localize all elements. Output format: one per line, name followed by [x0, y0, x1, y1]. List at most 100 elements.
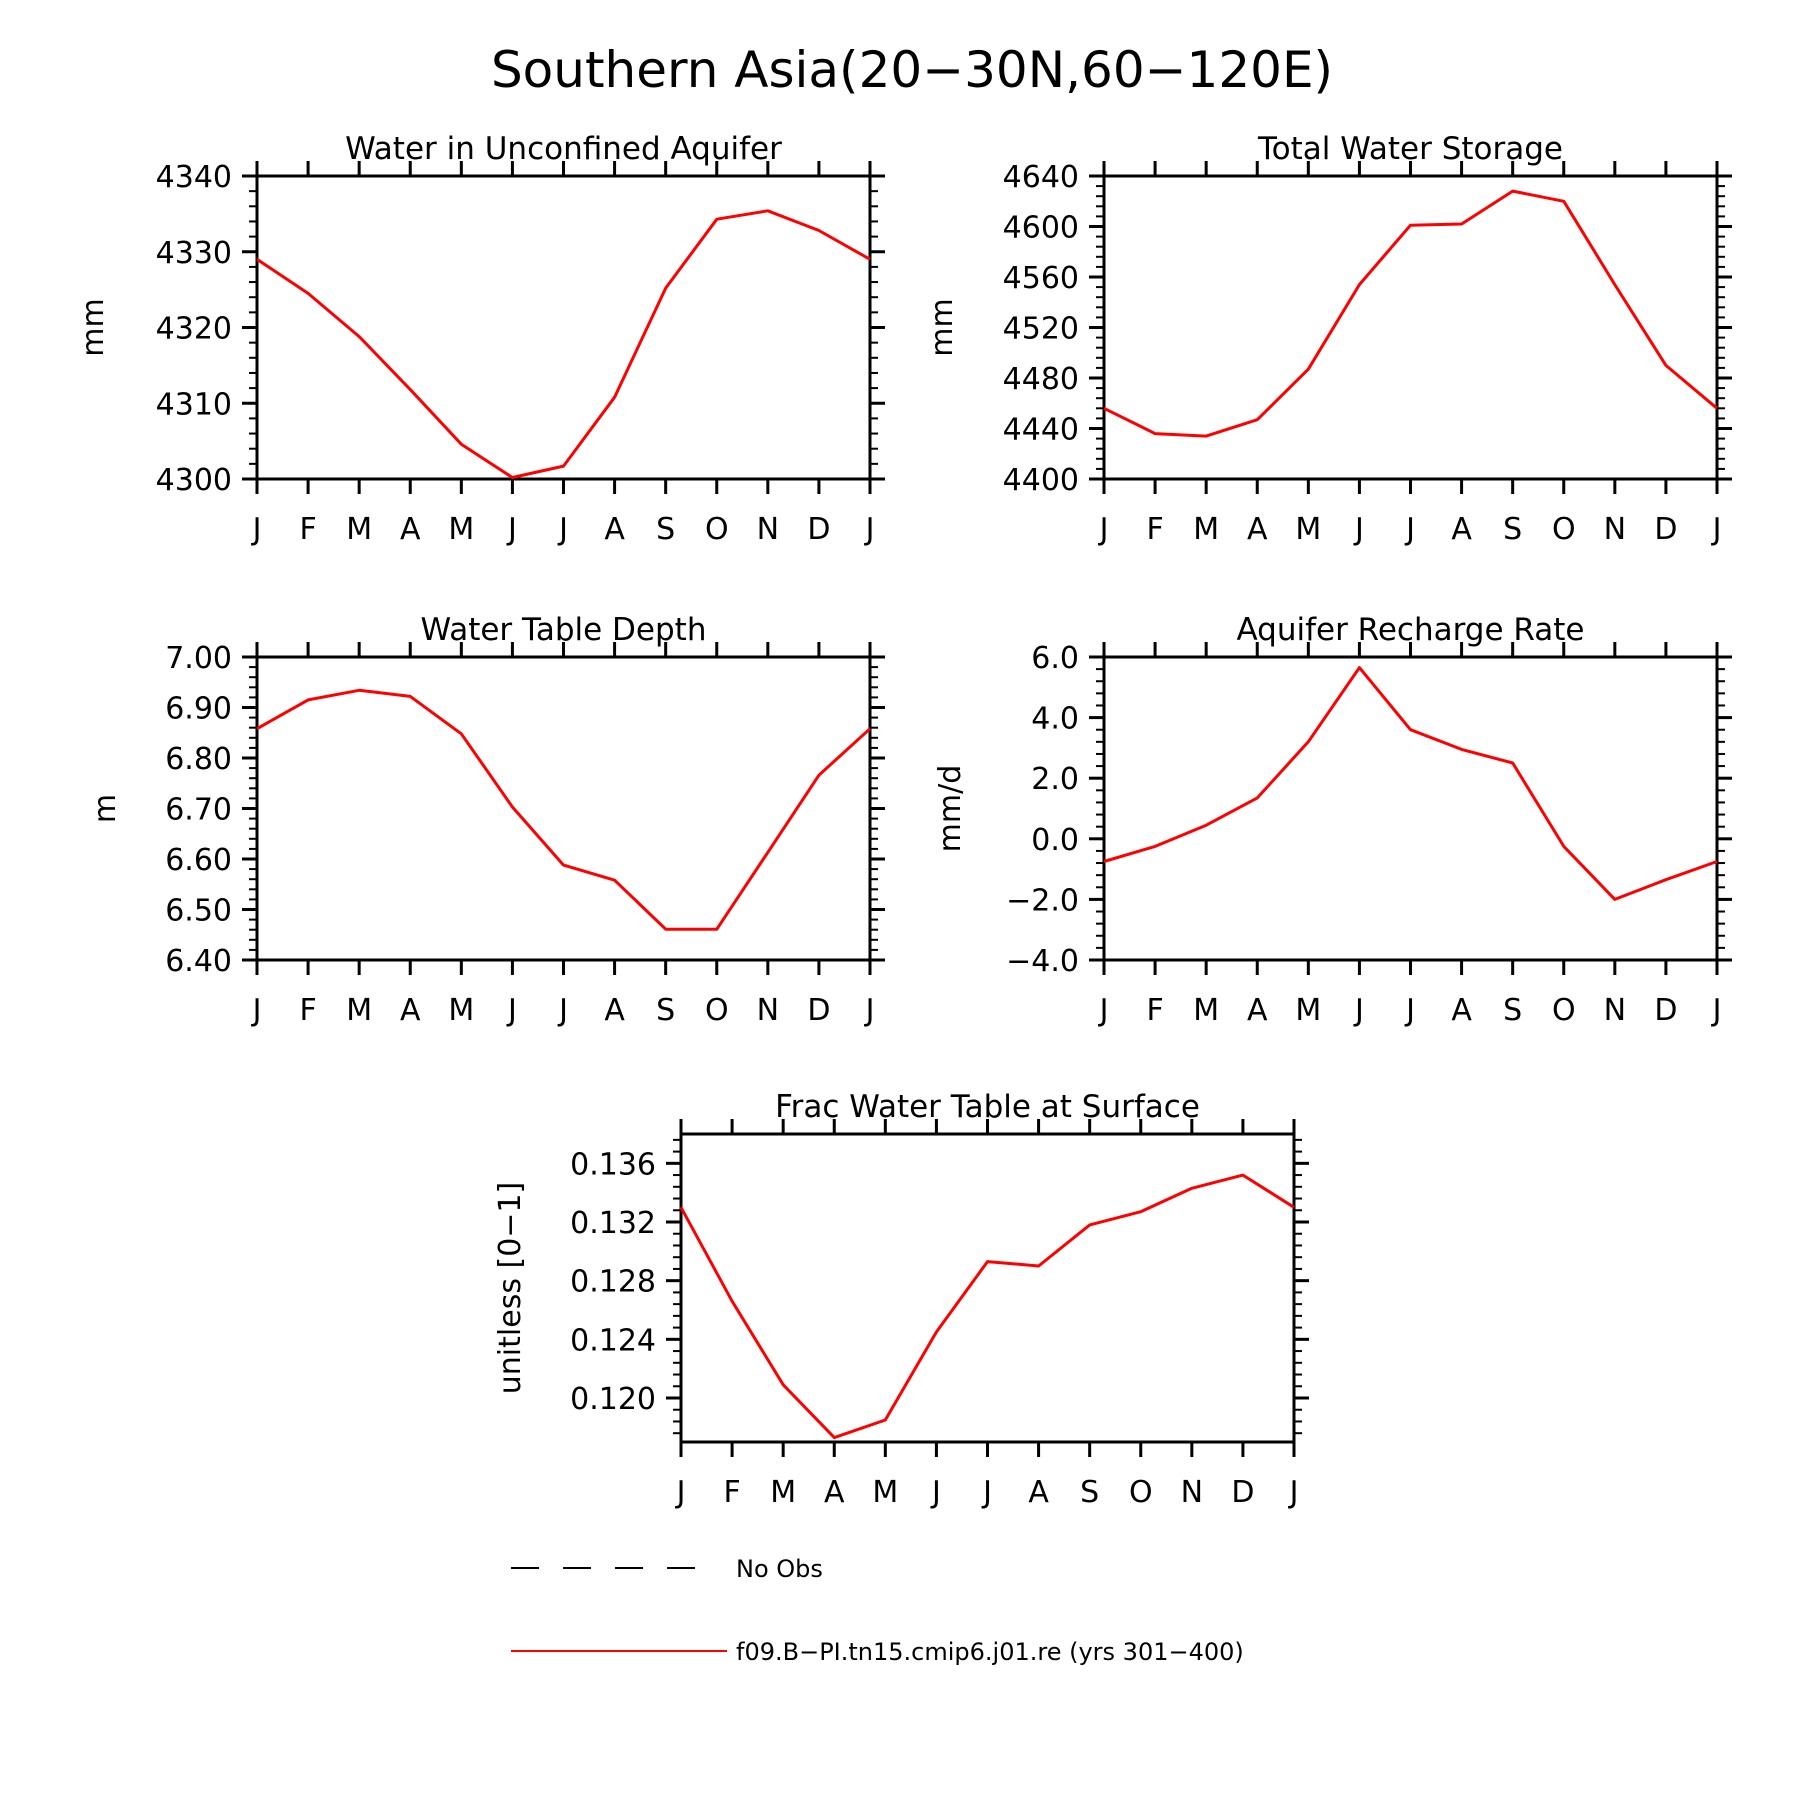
- series-line: [256, 688, 872, 931]
- x-tick-label: J: [1098, 512, 1109, 547]
- x-tick-label: N: [757, 993, 779, 1028]
- x-tick-label: D: [807, 993, 830, 1028]
- x-tick-label: O: [1552, 993, 1576, 1028]
- x-tick-label: A: [400, 512, 421, 547]
- y-tick-label: 6.60: [165, 843, 232, 878]
- x-tick-label: M: [448, 512, 474, 547]
- y-axis-label: unitless [0−1]: [493, 1182, 528, 1394]
- x-tick-label: N: [1604, 512, 1626, 547]
- plot-frame: [1102, 655, 1719, 962]
- x-tick-label: F: [299, 512, 316, 547]
- y-tick-label: 0.0: [1031, 823, 1079, 858]
- x-tick-label: F: [1146, 993, 1163, 1028]
- x-tick-label: N: [1604, 993, 1626, 1028]
- y-tick-label: 4520: [1003, 312, 1079, 347]
- legend: No Obs f09.B−PI.tn15.cmip6.j01.re (yrs 3…: [511, 1555, 1244, 1666]
- x-tick-label: F: [299, 993, 316, 1028]
- x-tick-label: J: [557, 993, 568, 1028]
- x-tick-label: J: [1353, 993, 1364, 1028]
- y-tick-label: 4320: [156, 312, 232, 347]
- x-tick-label: M: [346, 993, 372, 1028]
- y-axis-label: m: [88, 794, 123, 823]
- y-tick-label: 0.136: [570, 1147, 656, 1182]
- y-tick-label: 4400: [1003, 463, 1079, 498]
- x-tick-label: J: [1353, 512, 1364, 547]
- x-tick-label: A: [1451, 993, 1472, 1028]
- x-tick-label: M: [1295, 993, 1321, 1028]
- y-tick-label: 6.70: [165, 793, 232, 828]
- y-tick-label: 4330: [156, 236, 232, 271]
- y-tick-label: 4310: [156, 387, 232, 422]
- y-tick-label: 4440: [1003, 413, 1079, 448]
- x-tick-label: O: [705, 993, 729, 1028]
- y-tick-label: −4.0: [1006, 944, 1079, 979]
- y-axis-label: mm: [76, 298, 111, 356]
- y-axis-label: mm/d: [933, 765, 968, 853]
- y-tick-label: 4640: [1003, 160, 1079, 195]
- x-tick-label: O: [1129, 1475, 1153, 1510]
- x-tick-label: S: [1503, 512, 1522, 547]
- x-tick-label: M: [448, 993, 474, 1028]
- legend-label-model: f09.B−PI.tn15.cmip6.j01.re (yrs 301−400): [736, 1638, 1244, 1666]
- y-tick-label: 4.0: [1031, 702, 1079, 737]
- y-tick-label: −2.0: [1006, 883, 1079, 918]
- x-tick-label: J: [506, 993, 517, 1028]
- y-tick-label: 6.90: [165, 692, 232, 727]
- x-tick-label: O: [1552, 512, 1576, 547]
- y-tick-label: 0.120: [570, 1382, 656, 1417]
- x-tick-label: A: [400, 993, 421, 1028]
- y-tick-label: 6.40: [165, 944, 232, 979]
- plot-frame: [679, 1132, 1296, 1444]
- y-tick-label: 4600: [1003, 211, 1079, 246]
- y-tick-label: 6.50: [165, 894, 232, 929]
- x-tick-label: J: [1098, 993, 1109, 1028]
- x-tick-label: J: [675, 1475, 686, 1510]
- x-tick-label: D: [1231, 1475, 1254, 1510]
- x-tick-label: J: [864, 993, 875, 1028]
- legend-label-no-obs: No Obs: [736, 1555, 823, 1583]
- y-tick-label: 6.0: [1031, 641, 1079, 676]
- x-tick-label: J: [1288, 1475, 1299, 1510]
- x-tick-label: S: [1503, 993, 1522, 1028]
- x-tick-label: F: [1146, 512, 1163, 547]
- x-tick-label: S: [656, 993, 675, 1028]
- plot-frame: [1102, 174, 1719, 481]
- y-tick-label: 0.128: [570, 1265, 656, 1300]
- x-tick-label: A: [824, 1475, 845, 1510]
- x-tick-label: S: [656, 512, 675, 547]
- y-tick-label: 7.00: [165, 641, 232, 676]
- y-tick-label: 4300: [156, 463, 232, 498]
- x-tick-label: A: [604, 512, 625, 547]
- x-tick-label: A: [604, 993, 625, 1028]
- y-tick-label: 6.80: [165, 742, 232, 777]
- series-line: [256, 209, 871, 479]
- y-tick-label: 2.0: [1031, 762, 1079, 797]
- x-tick-label: J: [930, 1475, 941, 1510]
- y-tick-label: 4480: [1003, 362, 1079, 397]
- x-tick-label: J: [251, 512, 262, 547]
- x-tick-label: N: [757, 512, 779, 547]
- y-tick-label: 4340: [156, 160, 232, 195]
- series-line: [679, 1173, 1295, 1440]
- y-tick-label: 0.132: [570, 1206, 656, 1241]
- x-tick-label: J: [251, 993, 262, 1028]
- x-tick-label: M: [1193, 993, 1219, 1028]
- x-tick-label: M: [770, 1475, 796, 1510]
- x-tick-label: M: [1193, 512, 1219, 547]
- x-tick-label: J: [506, 512, 517, 547]
- x-tick-label: O: [705, 512, 729, 547]
- x-tick-label: J: [864, 512, 875, 547]
- x-tick-label: A: [1247, 993, 1268, 1028]
- x-tick-label: A: [1451, 512, 1472, 547]
- x-tick-label: S: [1080, 1475, 1099, 1510]
- x-tick-label: A: [1247, 512, 1268, 547]
- figure-title: Southern Asia(20−30N,60−120E): [491, 41, 1333, 99]
- x-tick-label: D: [1654, 512, 1677, 547]
- x-tick-label: M: [346, 512, 372, 547]
- x-tick-label: J: [981, 1475, 992, 1510]
